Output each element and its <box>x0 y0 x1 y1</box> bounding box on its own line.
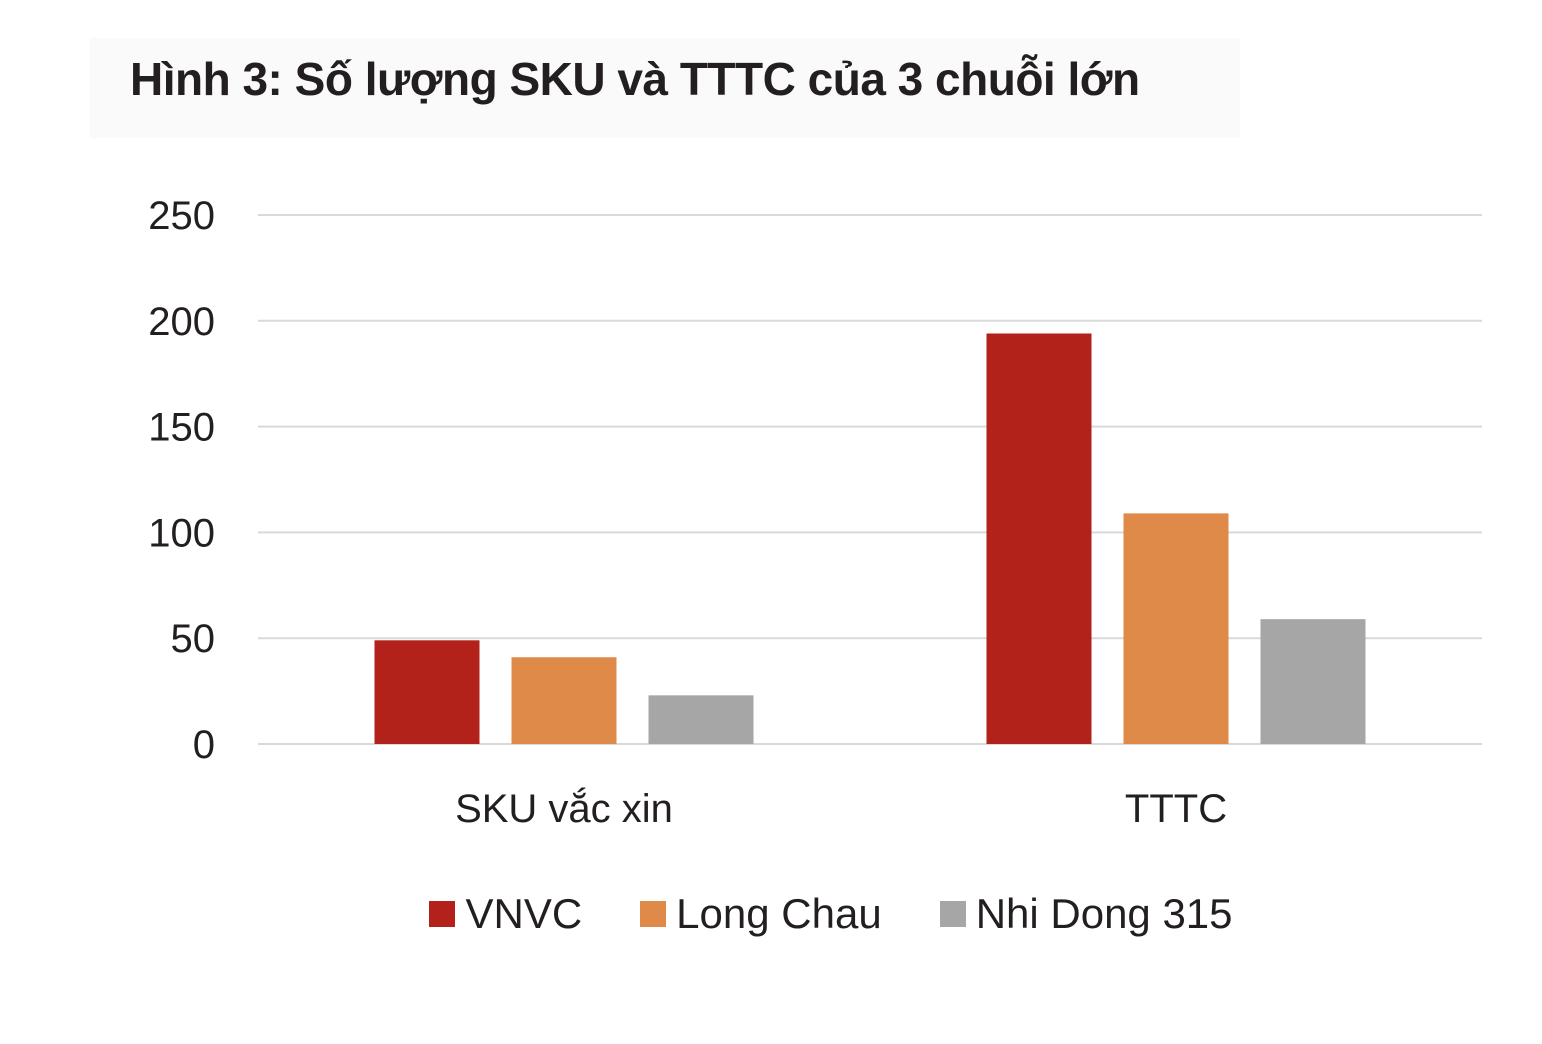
y-axis-ticks: 0 50 100 150 200 250 <box>148 194 215 767</box>
bars <box>374 333 1366 744</box>
legend: VNVC Long Chau Nhi Dong 315 <box>0 890 1542 938</box>
y-tick-label-250: 250 <box>148 194 215 238</box>
x-category-label-2: TTTC <box>1125 787 1227 831</box>
bar-nhi-dong-315-2 <box>1260 619 1366 744</box>
chart-title: Hình 3: Số lượng SKU và TTTC của 3 chuỗi… <box>130 53 1140 105</box>
bar-long-chau-1 <box>511 657 617 744</box>
legend-item-long-chau: Long Chau <box>640 890 882 938</box>
legend-swatch-long-chau <box>640 901 667 927</box>
title-background <box>90 38 1240 138</box>
legend-label-nhi-dong-315: Nhi Dong 315 <box>975 890 1233 937</box>
y-tick-label-0: 0 <box>193 723 215 767</box>
x-category-label-1: SKU vắc xin <box>455 786 673 831</box>
y-tick-label-100: 100 <box>148 511 215 555</box>
legend-label-long-chau: Long Chau <box>676 890 882 937</box>
bar-vnvc-1 <box>374 640 480 744</box>
bar-long-chau-2 <box>1123 513 1229 744</box>
legend-swatch-nhi-dong-315 <box>939 901 966 927</box>
bar-chart: 0 50 100 150 200 250 SKU vắc xin TTTC <box>148 194 1482 831</box>
x-axis-categories: SKU vắc xin TTTC <box>455 786 1227 831</box>
legend-label-vnvc: VNVC <box>465 890 583 937</box>
legend-item-vnvc: VNVC <box>429 890 582 938</box>
legend-item-nhi-dong-315: Nhi Dong 315 <box>939 890 1233 938</box>
y-tick-label-50: 50 <box>171 617 216 661</box>
legend-swatch-vnvc <box>429 901 456 927</box>
bar-nhi-dong-315-1 <box>648 695 754 744</box>
y-tick-label-200: 200 <box>148 300 215 344</box>
y-tick-label-150: 150 <box>148 406 215 450</box>
bar-vnvc-2 <box>986 333 1092 744</box>
